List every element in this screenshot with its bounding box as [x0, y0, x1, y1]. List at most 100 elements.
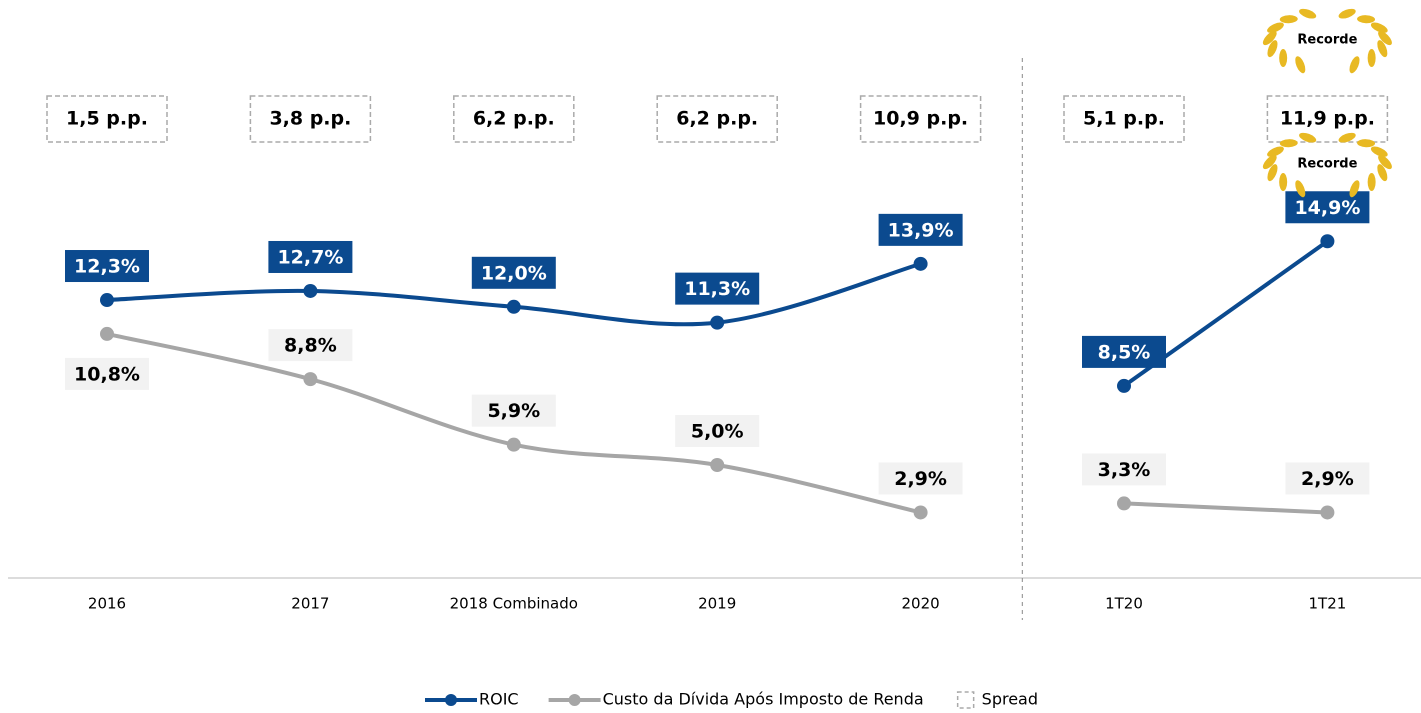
data-label: 8,8% — [284, 335, 337, 357]
legend-label: Custo da Dívida Após Imposto de Renda — [603, 690, 924, 709]
data-label: 5,9% — [487, 400, 540, 422]
spread-box — [656, 95, 778, 143]
leaf — [1267, 40, 1278, 58]
spread-box — [1063, 95, 1185, 143]
point — [1117, 378, 1131, 393]
leaf — [1267, 164, 1278, 182]
leaf — [1267, 146, 1284, 157]
data-label: 3,3% — [1098, 459, 1151, 481]
leaf — [1338, 132, 1356, 143]
leaf — [1357, 139, 1376, 148]
x-tick-label: 2017 — [291, 595, 329, 613]
leaf — [1279, 139, 1298, 148]
spread-label: 1,5 p.p. — [66, 108, 148, 130]
spread-label: 11,9 p.p. — [1280, 108, 1375, 130]
point — [100, 326, 114, 341]
leaf — [1378, 31, 1392, 46]
point — [506, 437, 521, 452]
legend-box — [956, 691, 975, 709]
point — [710, 458, 725, 472]
data-label: 11,3% — [684, 278, 750, 300]
spread-label: 5,1 p.p. — [1083, 108, 1165, 130]
label-box — [471, 256, 556, 289]
leaf — [1377, 40, 1388, 58]
label-box — [1285, 191, 1370, 224]
leaf — [1370, 146, 1388, 157]
leaf — [1367, 48, 1376, 67]
point — [506, 299, 521, 314]
point — [1320, 234, 1335, 249]
x-tick-label: 2019 — [698, 595, 736, 613]
point — [303, 372, 318, 387]
leaf — [1262, 31, 1277, 46]
leaf — [1338, 8, 1356, 19]
label-box — [65, 357, 149, 390]
data-label: 8,5% — [1098, 341, 1151, 363]
label-box — [878, 462, 963, 495]
legend-label: Spread — [982, 690, 1038, 709]
data-label: 13,9% — [888, 219, 954, 241]
data-label: 12,0% — [481, 262, 547, 284]
spread-box — [859, 95, 982, 143]
line — [1122, 239, 1329, 388]
label-box — [65, 250, 149, 283]
spread-box — [453, 95, 575, 143]
label-box — [675, 415, 760, 447]
leaf — [1295, 180, 1306, 198]
point — [100, 293, 114, 308]
annotation: Recorde — [1297, 33, 1357, 48]
x-tick-label: 1T21 — [1309, 595, 1347, 613]
leaf — [1357, 15, 1376, 24]
x-tick-label: 1T20 — [1105, 595, 1143, 613]
point — [1320, 505, 1335, 520]
point — [303, 283, 318, 298]
leaf — [1279, 48, 1288, 67]
legend-marker — [445, 694, 457, 706]
spread-box — [1266, 95, 1389, 143]
data-label: 2,9% — [1301, 468, 1354, 490]
leaf — [1299, 132, 1317, 143]
label-box — [471, 394, 556, 427]
legend-label: ROIC — [479, 690, 519, 709]
x-tick-label: 2018 Combinado — [450, 595, 578, 613]
leaf — [1299, 8, 1317, 19]
laurel — [1262, 8, 1392, 74]
label-box — [268, 240, 353, 273]
data-label: 14,9% — [1294, 197, 1360, 219]
legend-marker — [568, 694, 581, 706]
spread-label: 3,8 p.p. — [269, 108, 351, 130]
leaf — [1349, 56, 1360, 74]
leaf — [1279, 172, 1288, 191]
leaf — [1377, 164, 1388, 182]
spread-box — [249, 95, 372, 143]
leaf — [1367, 172, 1376, 191]
data-label: 2,9% — [894, 468, 947, 490]
laurel — [1262, 132, 1392, 198]
spread-label: 6,2 p.p. — [676, 108, 758, 130]
point — [913, 256, 928, 271]
leaf — [1295, 56, 1306, 74]
label-box — [1082, 335, 1166, 368]
leaf — [1370, 22, 1388, 33]
label-box — [268, 329, 353, 362]
point — [710, 315, 725, 330]
spread-label: 10,9 p.p. — [873, 108, 968, 130]
leaf — [1349, 180, 1360, 198]
label-box — [675, 272, 760, 305]
line — [1123, 501, 1328, 515]
label-box — [1285, 462, 1370, 495]
label-box — [878, 213, 963, 246]
data-label: 12,3% — [74, 256, 140, 278]
spread-box — [46, 95, 168, 143]
leaf — [1279, 15, 1298, 24]
leaf — [1267, 22, 1284, 33]
data-label: 10,8% — [74, 363, 140, 385]
point — [913, 505, 928, 520]
leaf — [1378, 155, 1392, 170]
leaf — [1262, 155, 1277, 170]
annotation: Recorde — [1297, 157, 1357, 172]
point — [1117, 496, 1131, 511]
data-label: 12,7% — [277, 246, 343, 268]
x-tick-label: 2020 — [902, 595, 940, 613]
